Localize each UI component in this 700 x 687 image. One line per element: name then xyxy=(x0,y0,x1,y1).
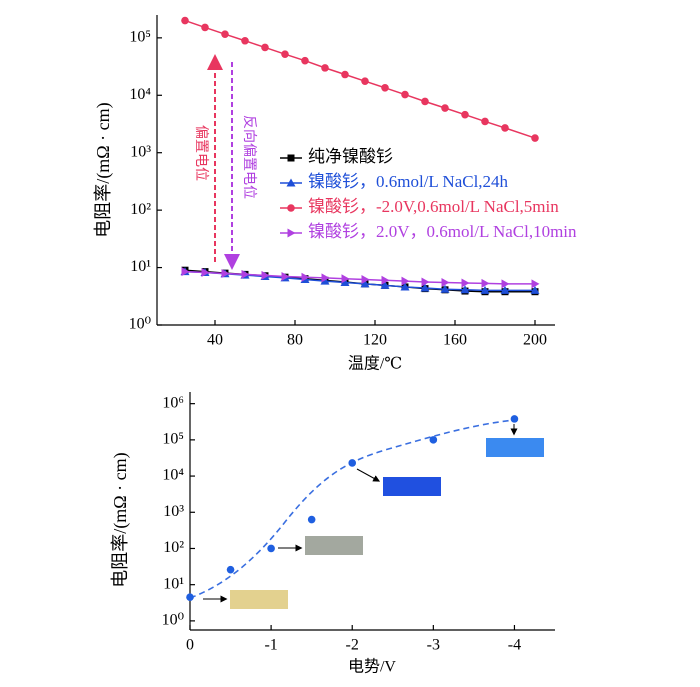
marker xyxy=(341,274,350,284)
marker xyxy=(461,110,469,119)
marker xyxy=(340,277,350,286)
marker xyxy=(261,270,270,280)
marker xyxy=(401,276,410,286)
y-axis-label: 电阻率/(mΩ · cm) xyxy=(93,102,114,237)
marker xyxy=(381,275,390,285)
marker xyxy=(461,278,470,288)
marker xyxy=(380,280,390,289)
marker xyxy=(281,271,290,281)
marker xyxy=(481,278,490,288)
marker xyxy=(221,268,230,278)
x-tick-label: 0 xyxy=(186,637,194,654)
marker xyxy=(181,267,190,277)
marker xyxy=(201,268,210,278)
inset-color xyxy=(305,536,363,555)
x-tick-label: -2 xyxy=(346,637,359,654)
y-tick-label: 10⁵ xyxy=(129,29,151,46)
marker xyxy=(381,83,389,92)
marker xyxy=(510,415,519,423)
y-tick-label: 10⁵ xyxy=(162,431,184,448)
marker xyxy=(320,276,330,285)
marker xyxy=(281,50,289,58)
y-tick-label: 10⁶ xyxy=(162,394,184,411)
inset-color xyxy=(486,438,544,457)
y-tick-label: 10² xyxy=(130,201,151,218)
legend-marker xyxy=(286,178,296,187)
legend-label: 镍酸钐，-2.0V,0.6mol/L NaCl,5min xyxy=(308,197,559,216)
marker xyxy=(421,97,429,106)
inset-arrow xyxy=(356,468,381,482)
x-axis-label: 温度/℃ xyxy=(348,355,402,373)
marker xyxy=(321,273,330,283)
marker xyxy=(307,515,316,524)
marker xyxy=(481,117,489,126)
marker xyxy=(531,134,539,142)
x-tick-label: -1 xyxy=(264,637,277,654)
x-tick-label: 80 xyxy=(287,332,303,349)
marker xyxy=(501,124,509,132)
marker xyxy=(301,272,310,282)
annotation: 反向偏置电位 xyxy=(241,115,257,199)
marker xyxy=(460,285,470,294)
marker xyxy=(201,23,209,32)
fit-curve xyxy=(189,419,515,599)
x-tick-label: -4 xyxy=(508,637,521,654)
marker xyxy=(341,70,349,79)
y-tick-label: 10¹ xyxy=(130,258,151,275)
y-tick-label: 10³ xyxy=(130,143,151,160)
y-tick-label: 10⁴ xyxy=(162,467,184,484)
x-tick-label: 160 xyxy=(443,332,467,349)
y-tick-label: 10⁰ xyxy=(162,612,184,629)
marker xyxy=(181,16,189,25)
marker xyxy=(301,56,309,65)
x-tick-label: 200 xyxy=(523,332,547,349)
x-tick-label: 40 xyxy=(207,332,223,349)
marker xyxy=(267,544,275,553)
marker xyxy=(441,277,450,287)
inset-color xyxy=(383,477,441,496)
marker xyxy=(531,279,540,289)
y-tick-label: 10⁰ xyxy=(129,316,151,333)
legend-label: 纯净镍酸钐 xyxy=(308,147,393,166)
legend-marker xyxy=(287,228,296,238)
legend-label: 镍酸钐，0.6mol/L NaCl,24h xyxy=(308,172,509,191)
marker xyxy=(261,43,269,52)
marker xyxy=(321,64,329,72)
marker xyxy=(501,279,510,289)
marker xyxy=(360,279,370,288)
annotation: 偏置电位 xyxy=(193,125,209,181)
marker xyxy=(420,283,430,292)
y-axis-label: 电阻率/(mΩ · cm) xyxy=(110,452,131,587)
x-tick-label: 120 xyxy=(363,332,387,349)
marker xyxy=(361,77,369,85)
marker xyxy=(480,285,490,294)
inset-color xyxy=(230,590,288,609)
y-tick-label: 10³ xyxy=(163,503,184,520)
marker xyxy=(348,459,357,467)
marker xyxy=(401,90,409,99)
marker xyxy=(221,30,229,38)
marker xyxy=(361,274,370,284)
marker xyxy=(241,36,249,45)
y-tick-label: 10⁴ xyxy=(129,86,151,103)
legend-marker xyxy=(287,204,295,212)
y-tick-label: 10¹ xyxy=(163,575,184,592)
legend-marker xyxy=(287,154,295,162)
marker xyxy=(400,282,410,291)
marker xyxy=(429,436,438,444)
legend-label: 镍酸钐，2.0V，0.6mol/L NaCl,10min xyxy=(308,222,577,241)
marker xyxy=(241,269,250,279)
x-tick-label: -3 xyxy=(427,637,440,654)
marker xyxy=(226,565,235,574)
marker xyxy=(440,284,450,293)
marker xyxy=(530,285,540,294)
marker xyxy=(186,593,194,602)
y-tick-label: 10² xyxy=(163,539,184,556)
marker xyxy=(421,277,430,287)
marker xyxy=(500,285,510,294)
marker xyxy=(441,104,449,112)
x-axis-label: 电势/V xyxy=(348,658,396,676)
